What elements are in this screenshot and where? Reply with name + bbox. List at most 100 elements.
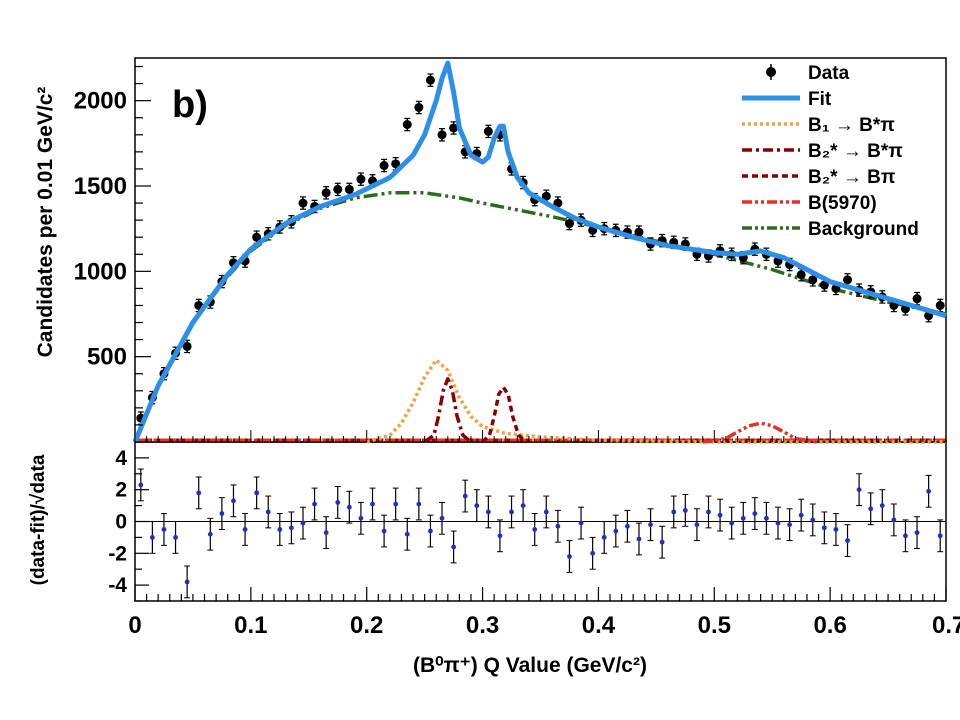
data-point	[344, 184, 354, 194]
residual-point	[937, 533, 943, 539]
residual-point	[648, 522, 653, 528]
residual-point	[242, 527, 248, 532]
residual-point	[810, 517, 816, 523]
data-point	[356, 174, 366, 184]
residual-point	[323, 530, 329, 536]
panel-label: b)	[172, 84, 208, 126]
axes-layer: 0 0.1 0.2 0.3 0.4 0.5 0.6 0.7 500 1000 1500 2000 4 2 0…	[74, 65, 960, 639]
residual-point	[659, 539, 665, 545]
residual-point	[694, 522, 700, 528]
residual-point	[532, 527, 538, 532]
residual-point	[729, 520, 735, 526]
residual-point	[520, 503, 526, 508]
data-point	[425, 75, 435, 85]
main-y-axis-title: Candidates per 0.01 GeV/c²	[34, 87, 57, 358]
residual-point	[370, 501, 375, 507]
main-plot-layer	[132, 60, 947, 444]
data-point	[541, 191, 551, 201]
residual-point	[381, 528, 387, 534]
residual-point	[300, 520, 306, 526]
main-y-tick-label: 500	[87, 344, 127, 371]
residual-point	[393, 501, 399, 507]
residual-y-tick-label: -4	[108, 574, 127, 597]
residual-plot-layer	[135, 468, 946, 599]
residual-point	[682, 507, 688, 513]
residual-point	[590, 550, 596, 556]
legend: Data Fit B₁ → B*π B₂* → B*π B₂* → Bπ B(5970) B…	[742, 63, 919, 240]
data-point	[391, 159, 401, 169]
data-point	[819, 280, 829, 290]
data-point	[182, 341, 192, 351]
residual-point	[578, 520, 584, 526]
data-point	[449, 123, 459, 133]
residual-point	[509, 509, 514, 515]
main-y-tick-label: 1000	[74, 258, 127, 285]
fit-curve	[132, 60, 947, 443]
residual-point	[833, 527, 839, 532]
data-point	[564, 219, 574, 229]
residual-point	[196, 490, 202, 496]
residual-point	[671, 509, 677, 515]
residual-point	[207, 531, 213, 537]
residual-y-axis-title: (data-fit)/√data	[28, 454, 49, 585]
x-axis-title: (B⁰π⁺) Q Value (GeV/c²)	[413, 654, 647, 677]
residual-point	[787, 522, 792, 528]
residual-point	[926, 488, 932, 494]
b1-bstar-pi-curve	[366, 358, 946, 444]
x-tick-label: 0	[128, 612, 141, 639]
legend-label: Fit	[808, 89, 832, 110]
data-point	[333, 184, 343, 194]
residual-point	[277, 527, 283, 532]
data-point	[402, 120, 412, 130]
residual-point	[868, 506, 874, 512]
residual-point	[903, 533, 908, 539]
residual-point	[775, 520, 781, 526]
residual-point	[358, 515, 364, 521]
main-y-tick-label: 1500	[74, 173, 127, 200]
residual-point	[173, 535, 178, 540]
data-point	[483, 126, 493, 136]
residual-point	[717, 512, 723, 518]
residual-point	[752, 511, 758, 516]
residual-point	[497, 533, 503, 539]
residual-y-tick-label: 4	[115, 447, 127, 470]
residual-point	[601, 535, 607, 540]
x-tick-label: 0.1	[234, 612, 267, 639]
x-tick-label: 0.3	[466, 612, 499, 639]
data-point	[379, 161, 389, 171]
main-y-tick-label: 2000	[74, 88, 127, 115]
data-point	[912, 294, 922, 304]
residual-point	[439, 515, 445, 521]
residual-point	[740, 515, 746, 521]
residual-point	[265, 509, 271, 515]
residual-point	[138, 482, 144, 488]
residual-point	[856, 487, 862, 493]
legend-label: B₁ → B*π	[808, 115, 895, 136]
legend-label: Data	[808, 63, 850, 84]
data-point	[414, 102, 424, 112]
residual-point	[613, 528, 619, 534]
data-point	[252, 232, 262, 242]
residual-point	[335, 500, 341, 505]
residual-point	[624, 523, 630, 529]
data-point	[437, 130, 447, 140]
residual-point	[149, 535, 155, 540]
x-tick-label: 0.4	[582, 612, 616, 639]
b2star-bstar-pi-curve	[423, 377, 473, 444]
data-point	[843, 275, 853, 285]
residual-point	[184, 579, 190, 585]
data-point	[634, 227, 644, 237]
legend-marker	[766, 67, 776, 77]
x-tick-label: 0.5	[698, 612, 731, 639]
residual-point	[219, 511, 225, 516]
residual-point	[451, 544, 457, 550]
residual-point	[462, 493, 468, 499]
residual-y-tick-label: 0	[115, 511, 127, 534]
residual-point	[914, 530, 920, 536]
residual-point	[891, 517, 897, 523]
residual-point	[764, 515, 769, 521]
residual-point	[485, 509, 491, 515]
residual-point	[474, 503, 480, 508]
residual-point	[289, 525, 294, 531]
